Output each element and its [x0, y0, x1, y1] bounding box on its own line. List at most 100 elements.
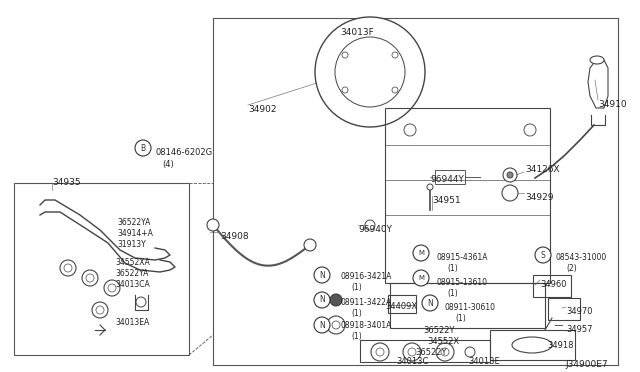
Circle shape — [376, 348, 384, 356]
Text: 08915-4361A: 08915-4361A — [437, 253, 488, 262]
Text: 34929: 34929 — [525, 193, 554, 202]
Circle shape — [427, 184, 433, 190]
Circle shape — [314, 317, 330, 333]
Bar — [435, 170, 465, 184]
Circle shape — [403, 343, 421, 361]
Bar — [213, 18, 618, 365]
Circle shape — [392, 52, 398, 58]
Ellipse shape — [512, 337, 552, 353]
Text: 34910: 34910 — [598, 100, 627, 109]
Text: 34918: 34918 — [547, 341, 573, 350]
Text: 34013EA: 34013EA — [115, 318, 149, 327]
Text: 08915-13610: 08915-13610 — [437, 278, 488, 287]
Text: 34126X: 34126X — [525, 165, 559, 174]
Text: M: M — [418, 275, 424, 281]
Circle shape — [332, 321, 340, 329]
Text: 34902: 34902 — [248, 105, 276, 114]
Text: 34552XA: 34552XA — [115, 258, 150, 267]
Text: 36522Y: 36522Y — [415, 348, 447, 357]
Circle shape — [524, 124, 536, 136]
Text: M: M — [418, 250, 424, 256]
Circle shape — [365, 220, 375, 230]
Text: 34013C: 34013C — [396, 357, 428, 366]
Text: N: N — [319, 270, 325, 279]
Circle shape — [104, 280, 120, 296]
Bar — [388, 295, 416, 313]
Text: 08918-3401A: 08918-3401A — [341, 321, 392, 330]
Text: 34914+A: 34914+A — [117, 229, 153, 238]
Circle shape — [60, 260, 76, 276]
Text: 08543-31000: 08543-31000 — [556, 253, 607, 262]
Bar — [390, 283, 545, 328]
Circle shape — [327, 316, 345, 334]
Circle shape — [82, 270, 98, 286]
Circle shape — [404, 124, 416, 136]
Text: 34957: 34957 — [566, 325, 593, 334]
Circle shape — [315, 17, 425, 127]
Circle shape — [96, 306, 104, 314]
Circle shape — [502, 185, 518, 201]
Bar — [14, 183, 189, 355]
Text: N: N — [427, 298, 433, 308]
Circle shape — [342, 52, 348, 58]
Text: 34970: 34970 — [566, 307, 593, 316]
Text: 96944Y: 96944Y — [430, 175, 464, 184]
Bar — [385, 108, 550, 283]
Text: 34552X: 34552X — [427, 337, 459, 346]
Text: 08911-30610: 08911-30610 — [445, 303, 496, 312]
Circle shape — [136, 297, 146, 307]
Text: (1): (1) — [351, 309, 362, 318]
Bar — [533, 275, 571, 297]
Text: 34013F: 34013F — [340, 28, 374, 37]
Circle shape — [441, 348, 449, 356]
Circle shape — [392, 87, 398, 93]
Circle shape — [422, 295, 438, 311]
Text: N: N — [319, 295, 325, 305]
Text: 34409X: 34409X — [385, 302, 417, 311]
Text: 34013CA: 34013CA — [115, 280, 150, 289]
Circle shape — [304, 239, 316, 251]
Circle shape — [413, 270, 429, 286]
Text: 34908: 34908 — [220, 232, 248, 241]
Circle shape — [108, 284, 116, 292]
Text: (1): (1) — [447, 289, 458, 298]
Circle shape — [64, 264, 72, 272]
Text: (1): (1) — [351, 283, 362, 292]
Circle shape — [535, 247, 551, 263]
Text: 96940Y: 96940Y — [358, 225, 392, 234]
Bar — [360, 340, 490, 362]
Circle shape — [314, 267, 330, 283]
Circle shape — [413, 245, 429, 261]
Bar — [548, 298, 580, 320]
Text: 34013E: 34013E — [468, 357, 500, 366]
Text: 36522YA: 36522YA — [117, 218, 150, 227]
Circle shape — [342, 87, 348, 93]
Text: 36522Y: 36522Y — [423, 326, 454, 335]
Text: (4): (4) — [162, 160, 173, 169]
Circle shape — [503, 168, 517, 182]
Text: 31913Y: 31913Y — [117, 240, 146, 249]
Text: 08146-6202G: 08146-6202G — [155, 148, 212, 157]
Text: N: N — [319, 321, 325, 330]
Circle shape — [330, 294, 342, 306]
Text: J34900E7: J34900E7 — [565, 360, 607, 369]
Ellipse shape — [590, 56, 604, 64]
Circle shape — [507, 172, 513, 178]
Text: 08911-3422A: 08911-3422A — [341, 298, 392, 307]
Circle shape — [371, 343, 389, 361]
Circle shape — [135, 140, 151, 156]
Text: 34960: 34960 — [540, 280, 566, 289]
Circle shape — [92, 302, 108, 318]
Text: B: B — [140, 144, 145, 153]
Text: 08916-3421A: 08916-3421A — [341, 272, 392, 281]
Text: 34935: 34935 — [52, 178, 81, 187]
Text: (2): (2) — [566, 264, 577, 273]
Text: (1): (1) — [447, 264, 458, 273]
Circle shape — [436, 343, 454, 361]
Circle shape — [465, 347, 475, 357]
Text: (1): (1) — [455, 314, 466, 323]
Circle shape — [314, 292, 330, 308]
Text: (1): (1) — [351, 332, 362, 341]
Text: 34951: 34951 — [432, 196, 461, 205]
Bar — [490, 330, 575, 360]
